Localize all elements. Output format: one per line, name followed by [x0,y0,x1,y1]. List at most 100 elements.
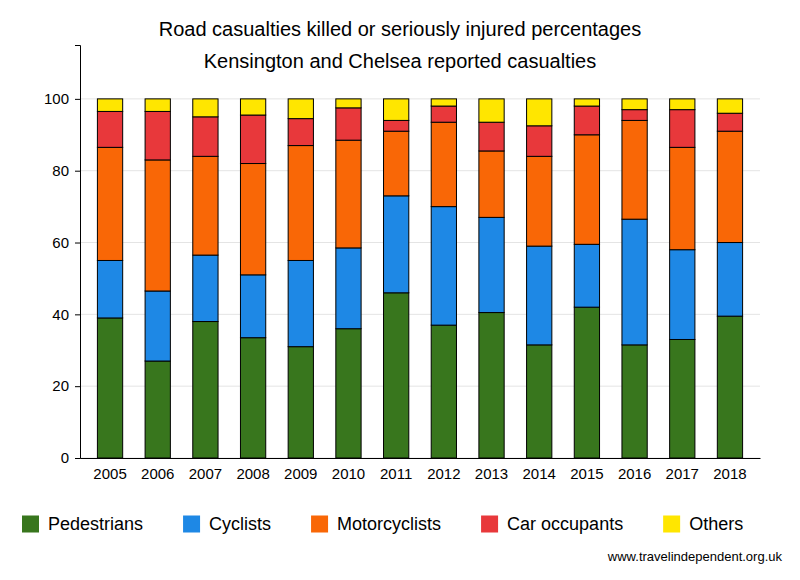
source-note: www.travelindependent.org.uk [607,549,783,564]
legend-swatch [183,516,200,533]
bar-segment [384,131,409,196]
x-axis: 2005200620072008200920102011201220132014… [81,458,761,482]
bar-segment [527,345,552,458]
legend: Pedestrians Cyclists Motorcyclists Car occu… [22,514,743,534]
y-axis: 020406080100 [44,46,81,467]
bar-segment [240,164,265,275]
y-tick-label: 100 [44,90,69,107]
x-tick: 2012 [427,458,460,482]
bar-segment [431,122,456,206]
bar-segment [384,99,409,121]
bar-segment [288,347,313,458]
x-tick: 2011 [380,458,412,482]
x-tick-label: 2016 [618,465,651,482]
bar-segment [97,318,122,458]
bar-segment [717,316,742,458]
x-tick: 2007 [189,458,222,482]
x-tick: 2015 [570,458,603,482]
bars [97,99,742,458]
bar-segment [622,99,647,110]
x-tick-label: 2014 [523,465,556,482]
bar-segment [288,260,313,346]
legend-label: Others [689,514,743,534]
legend-swatch [481,516,498,533]
subtitle: Kensington and Chelsea reported casualti… [204,50,596,72]
x-tick-label: 2005 [93,465,126,482]
bar-segment [145,111,170,159]
legend-label: Cyclists [209,514,271,534]
bar-segment [288,146,313,261]
x-axis-line [81,458,761,459]
bar-segment [622,120,647,219]
legend-item: Pedestrians [22,514,143,534]
bar-segment [240,115,265,163]
bar-segment [670,99,695,110]
y-tick-label: 20 [52,377,69,394]
grid-line [80,314,760,315]
bar-segment [717,113,742,131]
bar-segment [527,126,552,157]
x-tick: 2005 [93,458,126,482]
x-tick-label: 2009 [284,465,317,482]
y-tick: 60 [52,234,80,251]
bar-segment [574,106,599,135]
bar-segment [574,244,599,307]
x-tick: 2008 [236,458,269,482]
bar-segment [384,120,409,131]
x-tick: 2013 [475,458,508,482]
bar-segment [431,207,456,326]
bar-segment [479,217,504,312]
bar-segment [479,99,504,122]
x-tick: 2010 [332,458,365,482]
y-tick-mark [75,386,80,387]
bar-segment [431,106,456,122]
bar-segment [336,99,361,108]
legend-label: Car occupants [507,514,623,534]
grid-line [80,458,760,459]
grid-line [80,242,760,243]
bar-segment [670,339,695,458]
chart: Road casualties killed or seriously inju… [0,0,800,580]
legend-item: Motorcyclists [311,514,441,534]
y-tick: 0 [61,449,80,466]
bar-segment [574,99,599,106]
bar-segment [193,117,218,157]
bar-segment [97,260,122,317]
legend-swatch [22,516,39,533]
bar-segment [717,243,742,317]
y-tick: 40 [52,306,80,323]
bar-segment [527,99,552,126]
bar-segment [527,156,552,246]
bar-segment [431,99,456,106]
title: Road casualties killed or seriously inju… [159,18,641,40]
bar-segment [384,196,409,293]
y-tick-mark [75,243,80,244]
bar-segment [193,322,218,458]
bar-segment [336,248,361,329]
bar-segment [145,361,170,458]
x-tick-label: 2012 [427,465,460,482]
bar-segment [240,338,265,458]
y-tick-label: 40 [52,306,69,323]
x-tick-label: 2017 [666,465,699,482]
bar-segment [479,313,504,458]
bar-segment [670,250,695,340]
legend-swatch [311,516,328,533]
bar-segment [288,119,313,146]
bar-segment [670,110,695,148]
bar-segment [97,111,122,147]
bar-segment [574,307,599,458]
bar-segment [384,293,409,458]
grid-line [80,170,760,171]
x-tick: 2014 [523,458,556,482]
bar-segment [622,345,647,458]
x-tick-label: 2011 [380,465,412,482]
bar-segment [145,291,170,361]
x-tick-label: 2018 [713,465,746,482]
bar-segment [622,219,647,345]
bar-segment [431,325,456,458]
bar-segment [97,99,122,112]
grid [80,99,760,458]
bar-segment [670,147,695,249]
legend-item: Cyclists [183,514,271,534]
